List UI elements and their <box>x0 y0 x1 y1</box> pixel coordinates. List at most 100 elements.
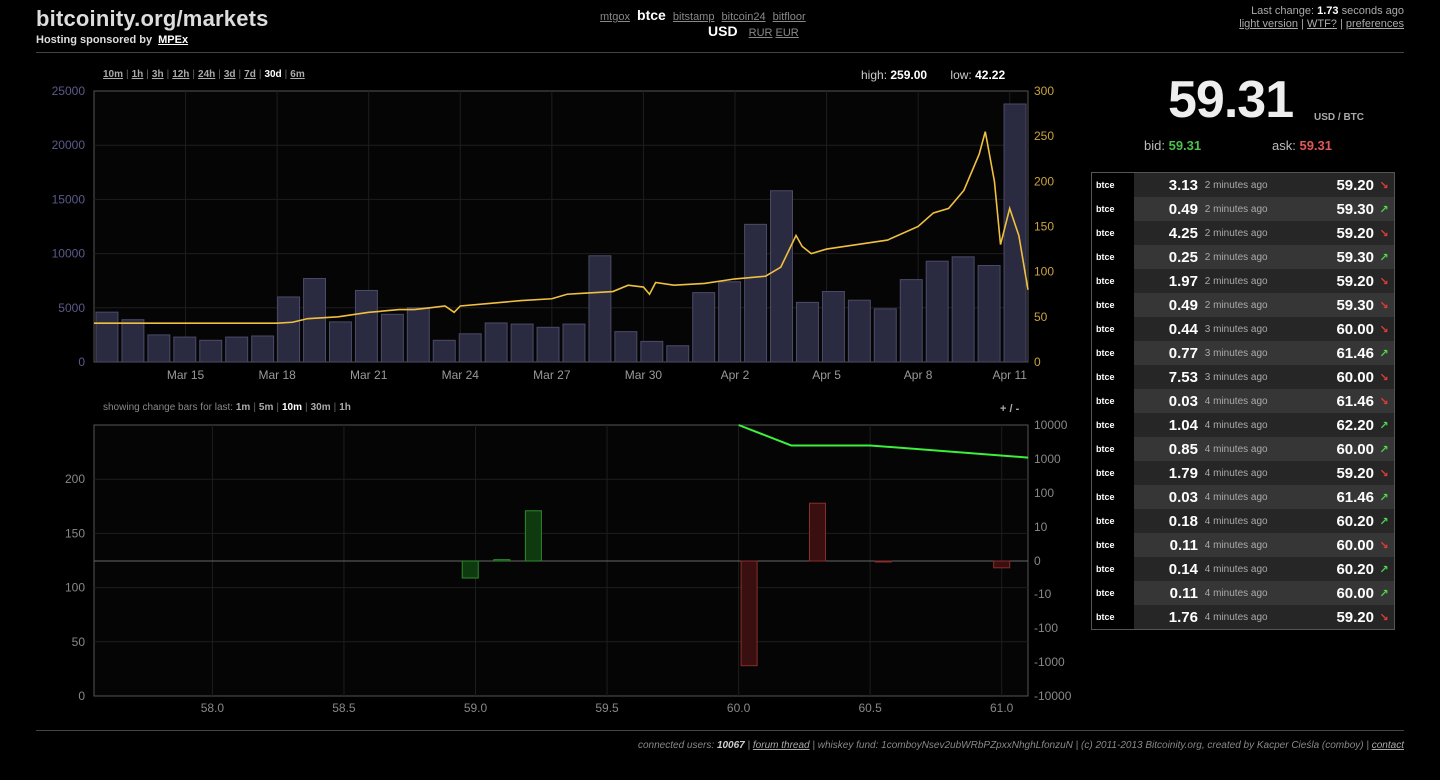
trade-price: 60.00 <box>1336 584 1374 602</box>
trade-amount: 0.11 <box>1169 536 1198 554</box>
trade-row: btce 0.03 4 minutes ago 61.46 ↘ <box>1092 389 1394 413</box>
change-bar-5m[interactable]: 5m <box>258 402 274 413</box>
trade-row: btce 0.03 4 minutes ago 61.46 ↗ <box>1092 485 1394 509</box>
range-12h[interactable]: 12h <box>172 69 190 80</box>
arrow-down-icon: ↘ <box>1379 179 1389 192</box>
y-right-tick-label: 0 <box>1034 554 1041 568</box>
trade-exchange: btce <box>1092 221 1134 245</box>
volume-bar <box>432 339 456 363</box>
y-right-tick-label: 1000 <box>1034 452 1061 466</box>
bid: bid: 59.31 <box>1144 138 1201 153</box>
trade-exchange: btce <box>1092 437 1134 461</box>
x-tick-label: 61.0 <box>990 701 1014 715</box>
trade-amount: 3.13 <box>1168 176 1198 194</box>
change-bar-1m[interactable]: 1m <box>235 402 251 413</box>
volume-bar <box>199 339 223 363</box>
y-right-tick-label: 100 <box>1034 265 1054 279</box>
trade-price: 60.00 <box>1336 320 1374 338</box>
trade-row: btce 0.49 2 minutes ago 59.30 ↗ <box>1092 197 1394 221</box>
arrow-up-icon: ↗ <box>1379 443 1389 456</box>
volume-bar <box>614 331 638 363</box>
y-right-tick-label: -10 <box>1034 587 1052 601</box>
trade-exchange: btce <box>1092 173 1134 197</box>
site-title[interactable]: bitcoinity.org/markets <box>36 6 269 31</box>
trade-exchange: btce <box>1092 365 1134 389</box>
range-6m[interactable]: 6m <box>290 69 305 80</box>
change-bar-10m[interactable]: 10m <box>281 402 302 413</box>
y-left-tick-label: 20000 <box>52 138 86 152</box>
currency-tab-rur[interactable]: RUR <box>748 27 773 39</box>
range-7d[interactable]: 7d <box>244 69 256 80</box>
arrow-down-icon: ↘ <box>1379 539 1389 552</box>
trade-row: btce 1.04 4 minutes ago 62.20 ↗ <box>1092 413 1394 437</box>
trade-exchange: btce <box>1092 293 1134 317</box>
range-24h[interactable]: 24h <box>198 69 216 80</box>
change-bar-30m[interactable]: 30m <box>310 402 331 413</box>
volume-bar <box>718 281 742 363</box>
whiskey-fund: whiskey fund: 1comboyNsev2ubWRbPZpxxNhgh… <box>817 740 1073 751</box>
exchange-tab-bitcoin24[interactable]: bitcoin24 <box>721 11 766 23</box>
sponsor-link[interactable]: MPEx <box>158 34 189 46</box>
trade-time: 2 minutes ago <box>1202 275 1268 287</box>
volume-bar <box>770 190 793 363</box>
range-3d[interactable]: 3d <box>223 69 236 80</box>
trade-amount: 0.25 <box>1168 248 1198 266</box>
range-30d[interactable]: 30d <box>264 69 282 80</box>
forum-link[interactable]: forum thread <box>752 740 810 751</box>
range-sep: | <box>146 69 149 80</box>
y-right-tick-label: 300 <box>1034 84 1054 98</box>
change-bar <box>524 510 542 562</box>
exchange-tab-btce[interactable]: btce <box>637 7 666 23</box>
exchange-tab-bitstamp[interactable]: bitstamp <box>672 11 715 23</box>
change-bar <box>461 560 479 579</box>
trade-exchange: btce <box>1092 341 1134 365</box>
trade-amount: 0.49 <box>1168 296 1198 314</box>
currency-tab-usd[interactable]: USD <box>708 23 738 39</box>
volume-bar <box>121 319 145 363</box>
currency-tab-eur[interactable]: EUR <box>775 27 799 39</box>
price-line <box>94 131 1029 324</box>
trade-amount: 1.76 <box>1168 608 1198 626</box>
trade-row: btce 0.85 4 minutes ago 60.00 ↗ <box>1092 437 1394 461</box>
volume-bar <box>588 255 612 363</box>
trade-time: 4 minutes ago <box>1202 539 1268 551</box>
preferences-link[interactable]: preferences <box>1345 18 1404 30</box>
exchange-tab-bitfloor[interactable]: bitfloor <box>772 11 806 23</box>
trade-price: 59.20 <box>1336 608 1374 626</box>
range-3h[interactable]: 3h <box>151 69 164 80</box>
volume-bar <box>484 322 508 363</box>
y-left-tick-label: 50 <box>72 635 86 649</box>
trade-exchange: btce <box>1092 269 1134 293</box>
contact-link[interactable]: contact <box>1371 740 1404 751</box>
range-1h[interactable]: 1h <box>131 69 144 80</box>
trade-time: 3 minutes ago <box>1202 323 1268 335</box>
trade-row: btce 1.76 4 minutes ago 59.20 ↘ <box>1092 605 1394 629</box>
range-10m[interactable]: 10m <box>103 69 124 80</box>
y-left-tick-label: 150 <box>65 526 85 540</box>
x-tick-label: Mar 27 <box>533 368 571 382</box>
change-bar-sep: | <box>305 402 308 413</box>
zoom-control[interactable]: + / - <box>1000 403 1020 415</box>
y-right-tick-label: 10 <box>1034 520 1048 534</box>
y-right-tick-label: 0 <box>1034 355 1041 369</box>
volume-bar <box>406 307 430 363</box>
trade-time: 2 minutes ago <box>1202 227 1268 239</box>
exchange-tab-mtgox[interactable]: mtgox <box>600 11 630 23</box>
trade-row: btce 4.25 2 minutes ago 59.20 ↘ <box>1092 221 1394 245</box>
price-unit: USD / BTC <box>1314 112 1364 123</box>
trade-time: 2 minutes ago <box>1202 203 1268 215</box>
change-bar-1h[interactable]: 1h <box>339 402 351 413</box>
trade-amount: 0.77 <box>1168 344 1198 362</box>
header-divider <box>36 52 1404 53</box>
bid-value: 59.31 <box>1168 138 1202 153</box>
change-bar <box>874 560 892 563</box>
light-version-link[interactable]: light version <box>1239 18 1298 30</box>
trade-time: 3 minutes ago <box>1202 371 1268 383</box>
trade-row: btce 0.18 4 minutes ago 60.20 ↗ <box>1092 509 1394 533</box>
header-left: bitcoinity.org/markets Hosting sponsored… <box>36 6 269 46</box>
trade-price: 61.46 <box>1336 488 1374 506</box>
arrow-down-icon: ↘ <box>1379 299 1389 312</box>
wtf-link[interactable]: WTF? <box>1306 18 1337 30</box>
y-right-tick-label: 50 <box>1034 310 1048 324</box>
volume-bar <box>796 301 819 363</box>
